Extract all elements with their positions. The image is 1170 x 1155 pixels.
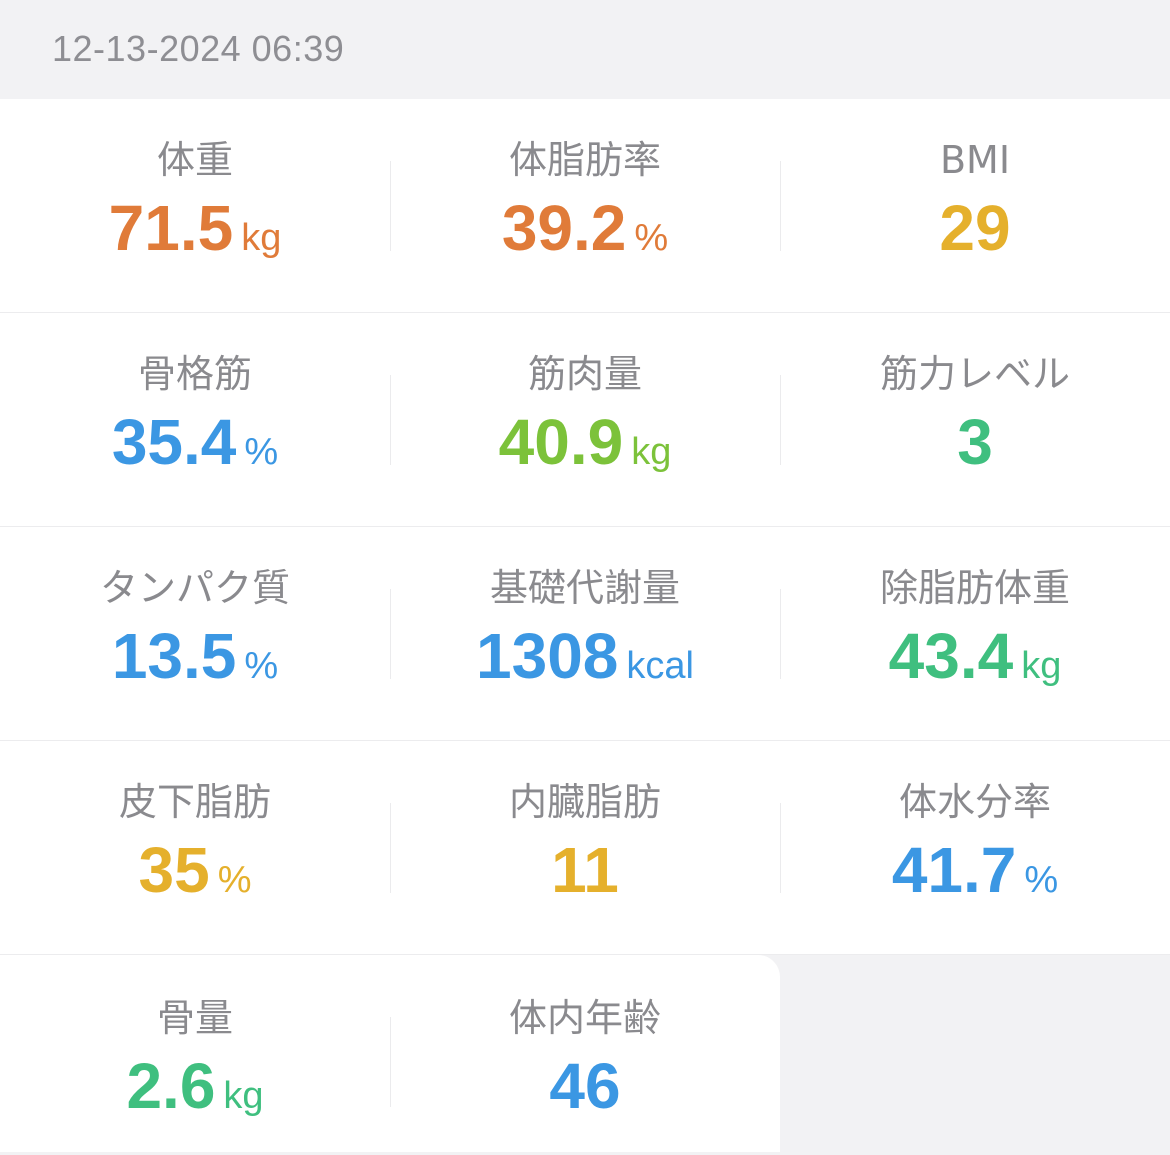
metric-unit: % bbox=[634, 217, 669, 259]
metric-label: 体内年齢 bbox=[508, 996, 661, 1040]
metric-value: 40.9 bbox=[498, 406, 624, 478]
metric-label: 骨量 bbox=[156, 996, 233, 1040]
metrics-row: 骨格筋 35.4% 筋肉量 40.9 kg 筋力レベル 3 bbox=[0, 313, 1170, 527]
metric-value: 3 bbox=[957, 406, 993, 478]
metric-label: 内臓脂肪 bbox=[508, 780, 661, 824]
metric-strength-level[interactable]: 筋力レベル 3 bbox=[780, 313, 1170, 526]
metrics-row-card: 骨量 2.6 kg 体内年齢 46 bbox=[0, 955, 780, 1152]
metric-visceral-fat[interactable]: 内臓脂肪 11 bbox=[390, 741, 780, 954]
metric-value: 39.2 bbox=[501, 192, 627, 264]
metric-label: 骨格筋 bbox=[137, 352, 252, 396]
metric-value: 35.4 bbox=[111, 406, 237, 478]
metric-unit: kg bbox=[241, 217, 282, 259]
metrics-row: 皮下脂肪 35% 内臓脂肪 11 体水分率 41.7% bbox=[0, 741, 1170, 955]
metric-label: 筋力レベル bbox=[879, 352, 1070, 396]
metric-unit: kg bbox=[631, 431, 672, 473]
metric-weight[interactable]: 体重 71.5 kg bbox=[0, 99, 390, 312]
metric-unit: % bbox=[244, 431, 279, 473]
metric-body-water-rate[interactable]: 体水分率 41.7% bbox=[780, 741, 1170, 954]
metrics-row: 体重 71.5 kg 体脂肪率 39.2% BMI 29 bbox=[0, 99, 1170, 313]
metric-muscle-mass[interactable]: 筋肉量 40.9 kg bbox=[390, 313, 780, 526]
metric-label: 除脂肪体重 bbox=[879, 566, 1070, 610]
metrics-row: タンパク質 13.5% 基礎代謝量 1308 kcal 除脂肪体重 43.4 kg bbox=[0, 527, 1170, 741]
metric-label: BMI bbox=[939, 138, 1011, 182]
metric-unit: kg bbox=[1021, 645, 1062, 687]
metrics-grid: 体重 71.5 kg 体脂肪率 39.2% BMI 29 骨格筋 35.4% 筋肉… bbox=[0, 99, 1170, 1152]
metric-body-age[interactable]: 体内年齢 46 bbox=[390, 955, 780, 1152]
metric-label: 体水分率 bbox=[898, 780, 1051, 824]
metric-unit: kcal bbox=[626, 645, 694, 687]
metric-unit: kg bbox=[223, 1075, 264, 1117]
metric-protein[interactable]: タンパク質 13.5% bbox=[0, 527, 390, 740]
measurement-timestamp: 12-13-2024 06:39 bbox=[52, 28, 345, 69]
metric-value: 46 bbox=[549, 1050, 621, 1122]
metric-unit: % bbox=[244, 645, 279, 687]
metric-label: 皮下脂肪 bbox=[118, 780, 271, 824]
metric-label: 体脂肪率 bbox=[508, 138, 661, 182]
metric-value: 29 bbox=[939, 192, 1011, 264]
metric-value: 35 bbox=[138, 834, 210, 906]
metric-basal-metabolism[interactable]: 基礎代謝量 1308 kcal bbox=[390, 527, 780, 740]
metric-value: 11 bbox=[551, 834, 619, 906]
metric-bone-mass[interactable]: 骨量 2.6 kg bbox=[0, 955, 390, 1152]
metric-unit: % bbox=[1024, 859, 1059, 901]
metric-label: タンパク質 bbox=[99, 566, 290, 610]
metric-skeletal-muscle[interactable]: 骨格筋 35.4% bbox=[0, 313, 390, 526]
metric-value: 43.4 bbox=[888, 620, 1014, 692]
header-bar: 12-13-2024 06:39 bbox=[0, 0, 1170, 99]
metric-label: 体重 bbox=[156, 138, 233, 182]
metric-unit: % bbox=[217, 859, 252, 901]
metric-subcutaneous-fat[interactable]: 皮下脂肪 35% bbox=[0, 741, 390, 954]
metric-lean-body-mass[interactable]: 除脂肪体重 43.4 kg bbox=[780, 527, 1170, 740]
metric-value: 2.6 bbox=[126, 1050, 216, 1122]
metric-label: 基礎代謝量 bbox=[489, 566, 680, 610]
metric-body-fat-rate[interactable]: 体脂肪率 39.2% bbox=[390, 99, 780, 312]
metric-value: 13.5 bbox=[111, 620, 237, 692]
metric-value: 1308 bbox=[476, 620, 619, 692]
metrics-row: 骨量 2.6 kg 体内年齢 46 bbox=[0, 955, 1170, 1152]
metric-value: 71.5 bbox=[108, 192, 234, 264]
metric-value: 41.7 bbox=[891, 834, 1017, 906]
metric-label: 筋肉量 bbox=[527, 352, 642, 396]
metric-bmi[interactable]: BMI 29 bbox=[780, 99, 1170, 312]
